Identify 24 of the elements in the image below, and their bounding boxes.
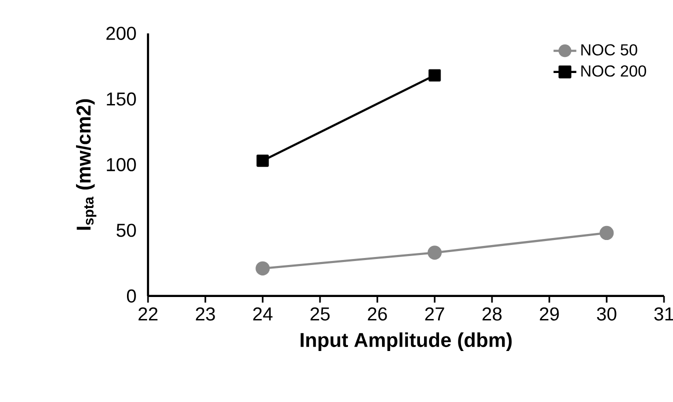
point xyxy=(428,69,441,82)
y-tick-label: 100 xyxy=(106,158,136,172)
y-tick-label: 50 xyxy=(116,224,136,237)
x-tick-label: 25 xyxy=(310,307,330,321)
x-tick-label: 24 xyxy=(253,307,272,320)
y-axis-title: I$_{spta}$ (mw/cm2) xyxy=(76,99,96,230)
x-tick-label: 28 xyxy=(482,307,502,321)
y-tick-label: 0 xyxy=(126,289,136,303)
x-tick-label: 26 xyxy=(368,307,387,321)
x-tick-label: 30 xyxy=(596,307,616,321)
y-tick-label: 150 xyxy=(106,92,136,106)
x-tick-label: 23 xyxy=(196,307,215,321)
point xyxy=(600,226,614,240)
x-tick-label: 27 xyxy=(425,307,444,320)
legend-label: NOC 50 xyxy=(581,44,638,56)
point xyxy=(256,261,270,276)
point xyxy=(428,246,442,260)
x-tick-label: 22 xyxy=(138,307,158,320)
x-axis-title: Input Amplitude (dbm) xyxy=(300,332,512,352)
x-tick-label: 29 xyxy=(540,307,559,321)
y-tick-label: 200 xyxy=(106,26,136,40)
point xyxy=(256,154,269,167)
x-tick-label: 31 xyxy=(654,307,673,321)
legend-label: NOC 200 xyxy=(581,65,646,77)
